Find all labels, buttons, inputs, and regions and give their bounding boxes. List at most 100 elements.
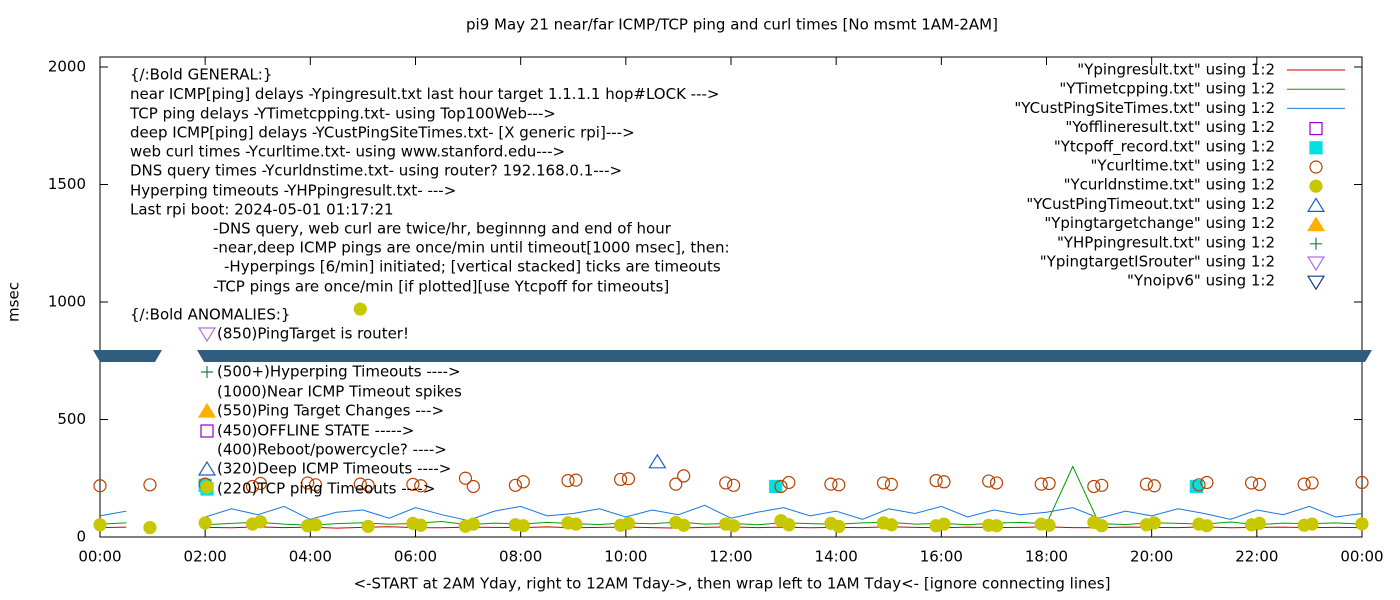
legend-swatch xyxy=(1310,237,1322,250)
legend-swatch xyxy=(1306,275,1326,291)
x-tick-label: 14:00 xyxy=(815,548,858,566)
anomaly-icon xyxy=(197,327,217,343)
x-tick-label: 20:00 xyxy=(1130,548,1173,566)
x-tick-label: 18:00 xyxy=(1025,548,1068,566)
anomaly-icon xyxy=(200,424,214,438)
data-point xyxy=(613,472,628,487)
series-line xyxy=(99,504,1363,522)
x-tick-label: 00:00 xyxy=(78,548,121,566)
data-point xyxy=(1355,475,1369,490)
data-point xyxy=(301,476,315,490)
annotation: (320)Deep ICMP Timeouts ----> xyxy=(217,460,451,478)
data-point xyxy=(143,520,157,535)
data-point xyxy=(253,515,267,529)
anomaly-icon xyxy=(197,402,217,418)
data-point xyxy=(677,469,691,483)
data-point xyxy=(414,479,428,493)
data-point xyxy=(1139,477,1154,491)
legend-swatch xyxy=(1306,216,1326,232)
x-tick-label: 02:00 xyxy=(184,548,227,566)
axis-break-band xyxy=(197,350,1372,362)
data-point xyxy=(937,475,951,489)
x-tick-label: 08:00 xyxy=(499,548,542,566)
data-point xyxy=(929,474,943,488)
data-point xyxy=(361,478,375,492)
data-point xyxy=(1034,477,1048,491)
data-point xyxy=(884,518,898,532)
data-point xyxy=(982,474,996,488)
data-point xyxy=(516,519,530,533)
data-point xyxy=(93,518,107,532)
x-tick-label: 06:00 xyxy=(394,548,437,566)
x-tick-label: 10:00 xyxy=(604,548,647,566)
data-point xyxy=(719,476,733,490)
chart-title: pi9 May 21 near/far ICMP/TCP ping and cu… xyxy=(466,16,998,34)
legend-label: "YpingtargetISrouter" using 1:2 xyxy=(1040,253,1275,271)
data-point xyxy=(414,518,428,532)
legend-swatch xyxy=(1309,179,1323,193)
data-point xyxy=(1147,479,1161,493)
legend-swatch xyxy=(1309,121,1323,136)
data-point xyxy=(782,475,796,490)
data-point xyxy=(569,473,583,487)
anomaly-icon xyxy=(200,480,214,494)
data-point xyxy=(466,479,480,494)
data-point xyxy=(677,518,691,532)
legend-label: "Yofflineresult.txt" using 1:2 xyxy=(1065,118,1275,136)
anomaly-icon xyxy=(197,460,217,476)
annotation: DNS query times -Ycurldnstime.txt- using… xyxy=(130,162,622,180)
annotation: near ICMP[ping] delays -Ypingresult.txt … xyxy=(130,85,720,103)
legend-label: "Ynoipv6" using 1:2 xyxy=(1127,272,1275,290)
y-tick-label: 1000 xyxy=(48,293,86,311)
annotation: Hyperping timeouts -YHPpingresult.txt- -… xyxy=(130,182,456,200)
legend-swatch xyxy=(1306,256,1326,272)
data-point xyxy=(561,474,575,488)
annotation: (850)PingTarget is router! xyxy=(217,325,409,343)
data-point xyxy=(1042,518,1056,532)
data-point xyxy=(1297,477,1311,491)
data-point xyxy=(458,471,473,485)
data-point xyxy=(198,516,212,530)
data-point xyxy=(876,476,891,490)
annotation: TCP ping delays -YTimetcpping.txt- using… xyxy=(129,105,556,123)
legend-label: "Ypingtargetchange" using 1:2 xyxy=(1044,214,1275,232)
data-point xyxy=(884,477,898,491)
data-point xyxy=(1244,476,1259,490)
annotation: (550)Ping Target Changes ---> xyxy=(217,402,444,420)
legend-label: "YCustPingTimeout.txt" using 1:2 xyxy=(1026,195,1275,213)
y-axis-label: msec xyxy=(5,282,23,322)
data-point xyxy=(769,479,783,494)
x-tick-label: 04:00 xyxy=(289,548,332,566)
annotation: Last rpi boot: 2024-05-01 01:17:21 xyxy=(130,201,394,219)
data-point xyxy=(308,518,323,532)
data-point xyxy=(1042,476,1056,491)
legend-label: "Ycurldnstime.txt" using 1:2 xyxy=(1064,176,1275,194)
data-point xyxy=(245,479,260,494)
data-point xyxy=(1200,519,1214,533)
annotation: -Hyperpings [6/min] initiated; [vertical… xyxy=(224,258,721,276)
y-tick-label: 1500 xyxy=(48,175,86,193)
data-point xyxy=(989,519,1004,533)
annotation: deep ICMP[ping] delays -YCustPingSiteTim… xyxy=(130,124,635,142)
data-point xyxy=(361,519,375,534)
data-point xyxy=(516,475,530,489)
annotation: (1000)Near ICMP Timeout spikes xyxy=(217,383,462,401)
data-point xyxy=(1147,516,1161,530)
data-point xyxy=(832,519,846,534)
data-point xyxy=(508,478,523,492)
data-point xyxy=(253,476,267,491)
data-point xyxy=(648,453,667,469)
data-point xyxy=(832,478,846,492)
data-point xyxy=(308,478,323,492)
x-tick-label: 12:00 xyxy=(709,548,752,566)
data-point xyxy=(621,516,636,530)
legend-swatch xyxy=(1306,197,1326,212)
legend-swatch xyxy=(1309,160,1323,174)
data-point xyxy=(669,477,683,491)
y-tick-label: 2000 xyxy=(48,58,86,76)
x-tick-label: 00:00 xyxy=(1340,548,1383,566)
legend-label: "Ypingresult.txt" using 1:2 xyxy=(1077,61,1275,79)
data-point xyxy=(1095,478,1109,492)
